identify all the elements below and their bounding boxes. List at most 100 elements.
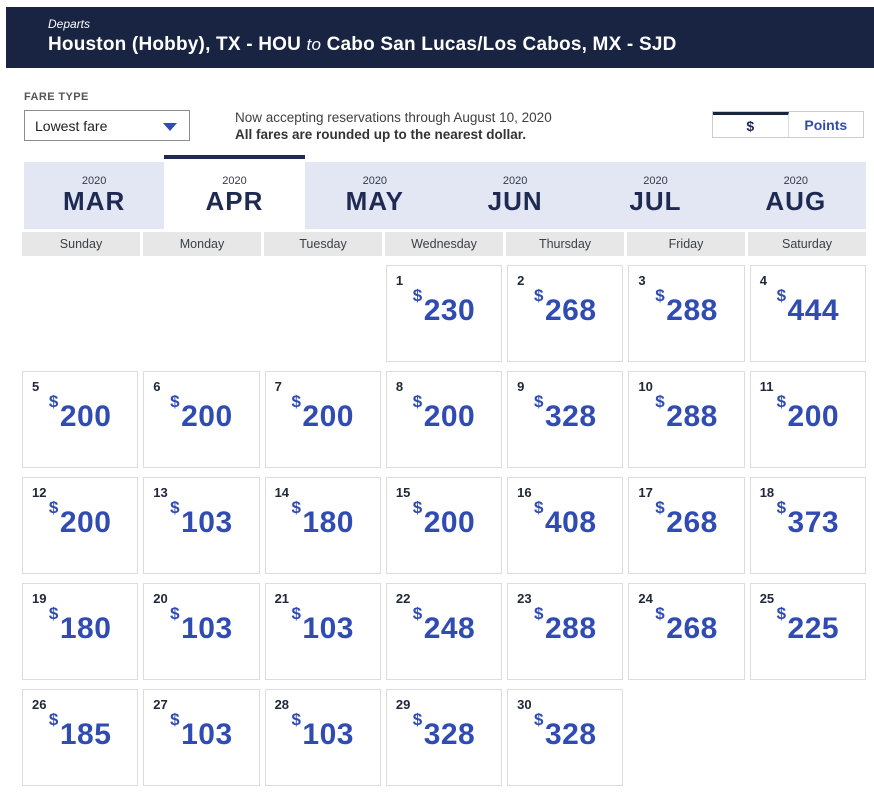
fare-price: $200 [23,392,137,434]
tab-month: MAR [63,186,126,216]
fare-price: $268 [508,286,622,328]
dollar-sign: $ [170,498,181,517]
dollar-sign: $ [534,286,544,305]
day-number: 25 [759,591,775,606]
fare-price: $268 [629,498,743,540]
route-destination: Cabo San Lucas/Los Cabos, MX - SJD [326,34,677,55]
day-cell[interactable]: 9 $328 [507,371,624,468]
fare-type-selected-value: Lowest fare [35,117,108,134]
day-cell[interactable]: 19 $180 [22,583,139,680]
currency-toggle: $ Points [712,111,864,138]
tab-month: JUL [629,186,682,216]
day-cell[interactable]: 23 $288 [507,583,624,680]
points-toggle-button[interactable]: Points [804,116,848,133]
day-number: 11 [759,379,774,394]
day-cell[interactable]: 21 $103 [264,583,381,680]
day-number: 23 [517,591,532,606]
dollar-sign: $ [655,286,666,305]
weekday-label: Saturday [748,232,866,256]
day-cell[interactable]: 13 $103 [143,477,260,574]
day-cell[interactable]: 16 $408 [507,477,624,574]
fare-price: $328 [508,710,622,752]
tab-year: 2020 [222,175,247,187]
day-cell[interactable]: 8 $200 [385,371,503,468]
notice-line1: Now accepting reservations through Augus… [235,110,552,125]
fare-amount: 328 [544,718,597,751]
fare-price: $248 [387,604,501,646]
day-cell[interactable]: 7 $200 [264,371,381,468]
weekday-label: Friday [627,232,745,256]
dollar-sign: $ [412,392,423,411]
day-cell[interactable]: 26 $185 [22,689,139,786]
weekday-label: Wednesday [385,232,503,256]
fare-price: $288 [508,604,622,646]
day-cell[interactable]: 25 $225 [749,583,866,680]
day-number: 27 [153,697,168,712]
departs-label: Departs [48,17,91,31]
day-cell[interactable]: 28 $103 [264,689,381,786]
fare-amount: 180 [302,506,354,539]
dollar-sign: $ [776,604,787,623]
tab-apr[interactable]: 2020 APR [164,155,305,229]
day-cell[interactable]: 20 $103 [143,583,260,680]
dollar-toggle-button[interactable]: $ [713,112,789,137]
day-cell[interactable]: 29 $328 [385,689,503,786]
day-number: 28 [274,697,290,712]
day-number: 14 [274,485,290,500]
day-number: 20 [153,591,168,606]
day-cell[interactable]: 14 $180 [264,477,381,574]
day-number: 6 [153,379,161,394]
tab-month: APR [205,186,264,216]
dollar-sign: $ [48,604,59,623]
fare-amount: 200 [423,400,476,433]
day-cell[interactable]: 4 $444 [749,265,866,362]
tab-aug[interactable]: 2020 AUG [725,162,866,229]
fare-price: $373 [751,498,865,540]
day-number: 19 [32,591,47,606]
weekday-label: Tuesday [264,232,382,256]
day-cell[interactable]: 12 $200 [22,477,139,574]
fare-amount: 200 [181,400,233,433]
route-origin: Houston (Hobby), TX - HOU [48,34,302,55]
day-cell[interactable]: 17 $268 [628,477,745,574]
dollar-sign: $ [170,710,181,729]
day-cell[interactable]: 18 $373 [749,477,866,574]
empty-day-cell [22,265,139,362]
tab-mar[interactable]: 2020 MAR [24,162,165,229]
fare-amount: 328 [544,400,597,433]
tab-may[interactable]: 2020 MAY [304,162,445,229]
day-cell[interactable]: 11 $200 [749,371,866,468]
day-cell[interactable]: 30 $328 [507,689,624,786]
day-cell[interactable]: 3 $288 [628,265,745,362]
tab-jun[interactable]: 2020 JUN [444,162,586,229]
fare-price: $103 [266,710,380,752]
fare-price: $103 [144,498,258,540]
chevron-down-icon [163,123,177,131]
day-cell[interactable]: 22 $248 [385,583,503,680]
fare-price: $103 [266,604,380,646]
day-cell[interactable]: 10 $288 [628,371,745,468]
day-cell[interactable]: 15 $200 [385,477,503,574]
fare-amount: 200 [423,506,476,539]
day-cell[interactable]: 27 $103 [143,689,260,786]
fare-price: $328 [508,392,622,434]
fare-price: $328 [387,710,501,752]
day-cell[interactable]: 6 $200 [143,371,260,468]
dollar-sign: $ [655,498,666,517]
day-number: 26 [32,697,47,712]
day-cell[interactable]: 1 $230 [385,265,503,362]
day-number: 22 [395,591,411,606]
fare-price: $230 [387,286,501,328]
fare-amount: 180 [59,612,112,645]
day-cell[interactable]: 24 $268 [628,583,745,680]
dollar-sign: $ [291,392,302,411]
fare-amount: 103 [302,612,354,645]
day-cell[interactable]: 5 $200 [22,371,139,468]
route-title: Houston (Hobby), TX - HOU to Cabo San Lu… [48,34,874,56]
fare-amount: 248 [423,612,476,645]
fare-amount: 444 [787,294,840,327]
day-cell[interactable]: 2 $268 [507,265,624,362]
tab-jul[interactable]: 2020 JUL [585,162,726,229]
fare-type-dropdown[interactable]: Lowest fare [24,110,190,141]
day-number: 21 [274,591,290,606]
